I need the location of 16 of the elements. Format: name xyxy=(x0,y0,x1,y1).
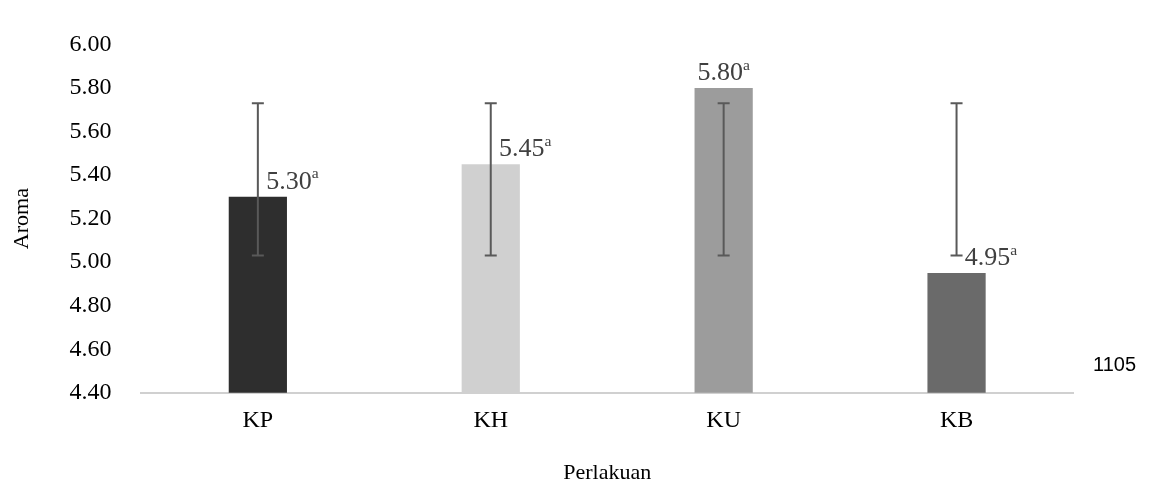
x-tick-label: KH xyxy=(473,406,509,433)
y-tick-label: 5.20 xyxy=(69,203,112,230)
x-tick-label: KU xyxy=(706,406,741,433)
y-tick-label: 4.60 xyxy=(69,334,112,361)
y-tick-label: 6.00 xyxy=(69,29,112,56)
x-tick-label: KB xyxy=(939,406,974,433)
y-tick-label: 5.60 xyxy=(69,116,112,143)
y-tick-label: 4.80 xyxy=(69,291,112,317)
text: 1105 xyxy=(1093,352,1137,375)
y-tick-label: 5.80 xyxy=(69,73,112,100)
x-tick-label: KP xyxy=(242,406,274,433)
y-tick-label: 5.40 xyxy=(69,160,112,187)
x-axis-title: Perlakuan xyxy=(563,458,652,484)
y-tick-label: 5.00 xyxy=(69,247,112,274)
y-axis-title: Aroma xyxy=(7,187,33,250)
y-tick-label: 4.40 xyxy=(69,378,112,405)
